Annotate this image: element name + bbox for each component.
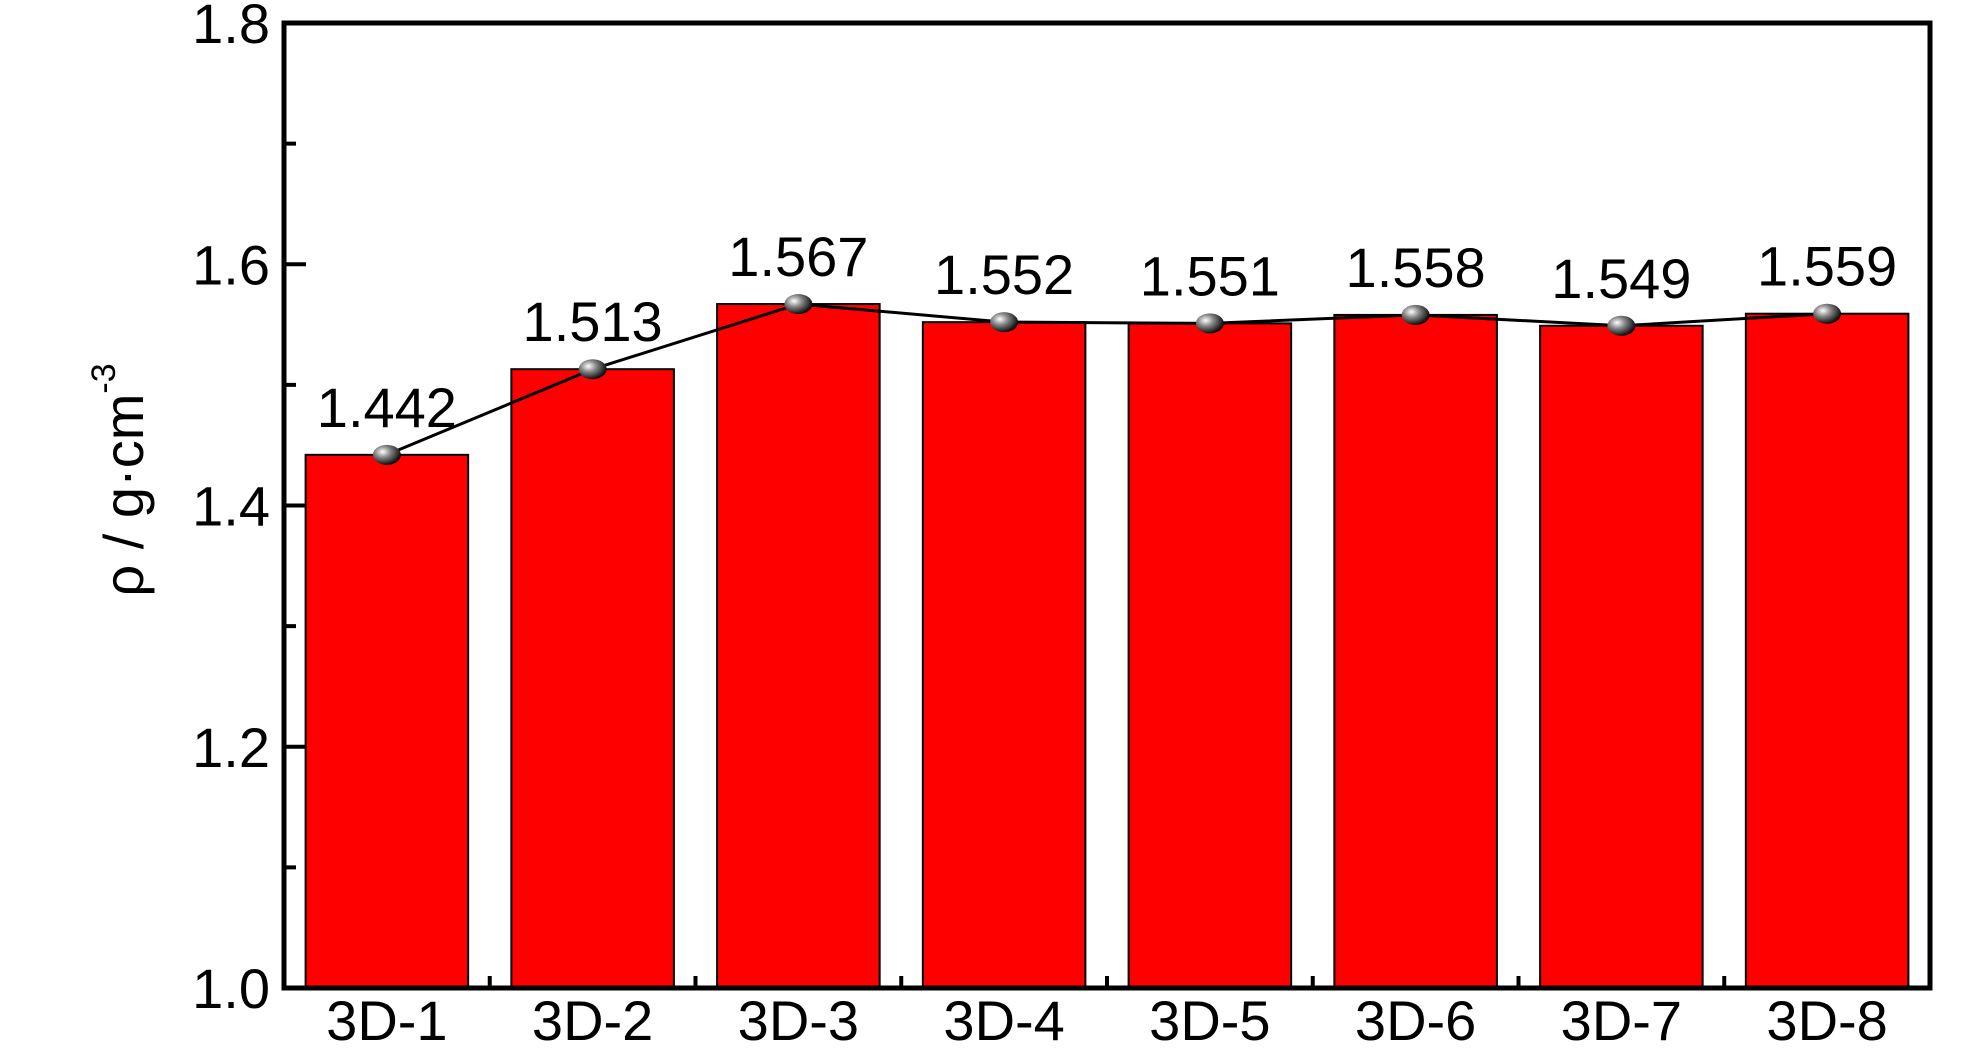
data-label: 1.567 bbox=[728, 225, 868, 288]
bar bbox=[1127, 322, 1293, 989]
data-label: 1.559 bbox=[1757, 235, 1897, 298]
bar bbox=[510, 368, 675, 990]
x-tick-label: 3D-5 bbox=[1149, 989, 1270, 1052]
x-tick-label: 3D-1 bbox=[326, 989, 447, 1052]
bar bbox=[1333, 313, 1498, 990]
y-axis-label: ρ / g·cm-3 bbox=[85, 363, 155, 596]
bar bbox=[1744, 312, 1910, 989]
y-axis-label-text: ρ / g·cm bbox=[92, 394, 155, 597]
y-tick-label: 1.2 bbox=[192, 716, 270, 779]
data-label: 1.558 bbox=[1346, 236, 1486, 299]
bar bbox=[921, 321, 1087, 989]
x-tick-label: 3D-7 bbox=[1561, 989, 1682, 1052]
data-label: 1.552 bbox=[934, 243, 1074, 306]
data-label: 1.513 bbox=[523, 290, 663, 353]
bar bbox=[1539, 324, 1704, 989]
data-label: 1.551 bbox=[1140, 244, 1280, 307]
y-tick-label: 1.0 bbox=[192, 957, 270, 1020]
x-tick-label: 3D-8 bbox=[1766, 989, 1887, 1052]
line bbox=[386, 302, 1828, 457]
y-tick-label: 1.8 bbox=[192, 0, 270, 55]
x-tick-label: 3D-3 bbox=[738, 989, 859, 1052]
marker bbox=[990, 312, 1019, 333]
marker bbox=[1401, 304, 1430, 325]
marker bbox=[1813, 303, 1842, 324]
x-tick-label: 3D-4 bbox=[943, 989, 1064, 1052]
marker bbox=[372, 444, 401, 465]
y-tick-label: 1.4 bbox=[192, 475, 270, 538]
y-tick-label: 1.6 bbox=[192, 233, 270, 296]
x-tick-label: 3D-6 bbox=[1355, 989, 1476, 1052]
bar bbox=[716, 303, 881, 989]
data-label: 1.442 bbox=[317, 376, 457, 439]
marker bbox=[1195, 313, 1224, 334]
x-tick-label: 3D-2 bbox=[532, 989, 653, 1052]
marker bbox=[578, 359, 607, 380]
marker bbox=[1607, 315, 1636, 336]
data-label: 1.549 bbox=[1551, 247, 1691, 310]
bar bbox=[304, 453, 470, 989]
plot-frame bbox=[281, 20, 1933, 991]
marker bbox=[784, 294, 813, 315]
y-axis-label-superscript: -3 bbox=[85, 363, 123, 393]
